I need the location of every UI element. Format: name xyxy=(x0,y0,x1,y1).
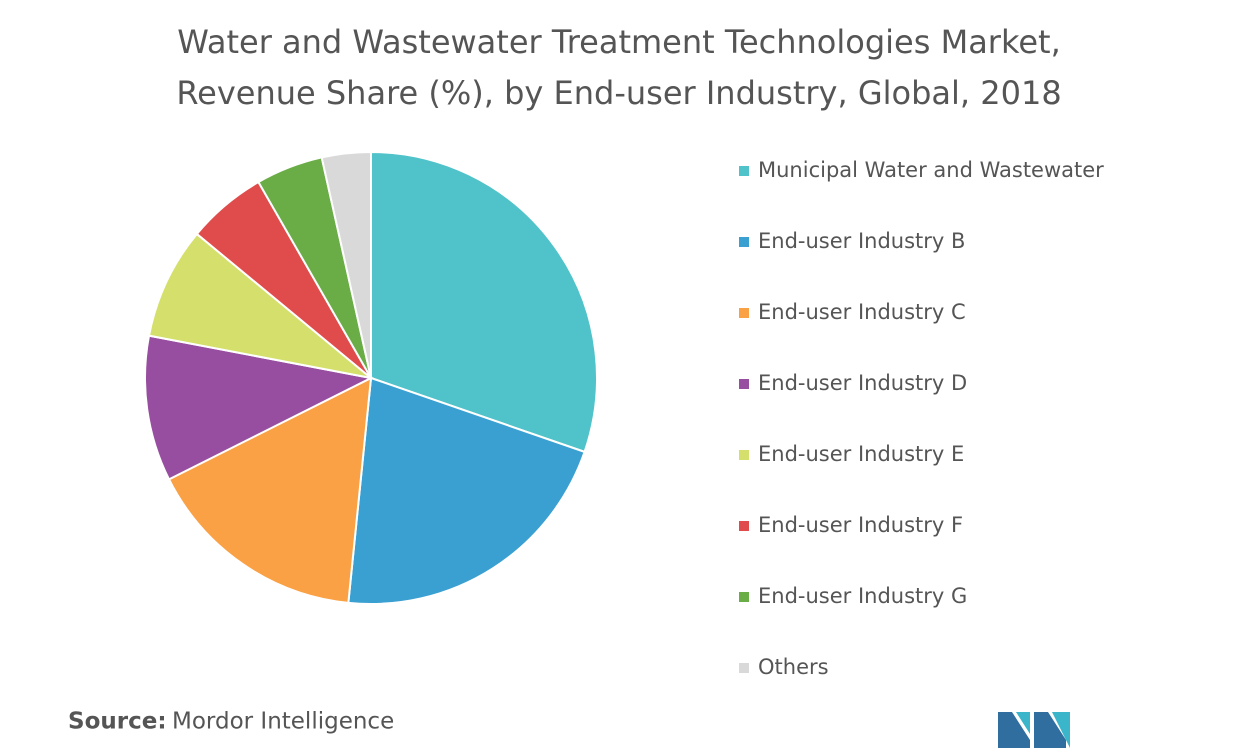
legend-label: End-user Industry F xyxy=(758,513,963,537)
source: Mordor Intelligence xyxy=(172,709,394,735)
legend-label: End-user Industry B xyxy=(758,229,965,253)
pie-slice xyxy=(147,232,372,379)
legend-swatch xyxy=(739,308,749,318)
legend-swatch xyxy=(739,663,749,673)
legend-swatch xyxy=(739,521,749,531)
legend-label: Others xyxy=(758,655,829,679)
pie-slice xyxy=(320,150,372,379)
legend-swatch xyxy=(739,237,749,247)
legend-label: End-user Industry C xyxy=(758,300,966,324)
legend-swatch xyxy=(739,166,749,176)
pie-slice xyxy=(370,150,598,454)
pie-slice xyxy=(347,376,586,605)
pie-slice xyxy=(167,376,373,604)
pie-slice xyxy=(144,334,375,481)
legend-label: End-user Industry E xyxy=(758,442,964,466)
chart-title: Revenue Share (%), by End-user Industry,… xyxy=(176,74,1061,112)
legend-swatch xyxy=(739,379,749,389)
legend-swatch xyxy=(739,592,749,602)
legend: Municipal Water and Wastewater End-user I… xyxy=(739,158,1104,679)
legend-label: End-user Industry G xyxy=(758,584,967,608)
pie xyxy=(144,150,598,605)
chart-title: Water and Wastewater Treatment Technolog… xyxy=(177,23,1061,61)
logo xyxy=(998,712,1070,748)
legend-swatch xyxy=(739,450,749,460)
legend-label: End-user Industry D xyxy=(758,371,967,395)
source-label: Source: xyxy=(68,709,167,735)
legend-label: Municipal Water and Wastewater xyxy=(758,158,1104,182)
